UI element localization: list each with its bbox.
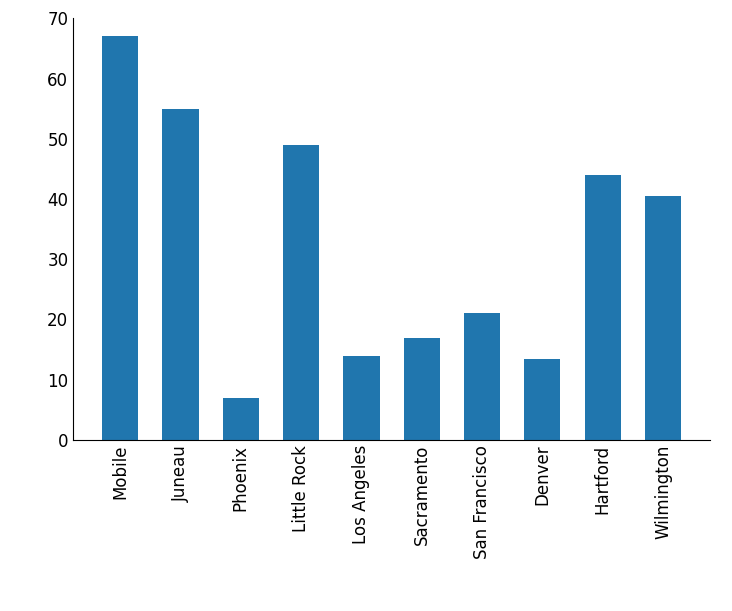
Bar	[283, 145, 319, 440]
Bar	[464, 313, 500, 440]
Bar	[343, 356, 380, 440]
Bar	[645, 196, 681, 440]
Bar	[403, 337, 440, 440]
Bar	[223, 398, 259, 440]
Bar	[524, 359, 561, 440]
Bar	[163, 109, 198, 440]
Bar	[585, 175, 621, 440]
Bar	[102, 37, 138, 440]
